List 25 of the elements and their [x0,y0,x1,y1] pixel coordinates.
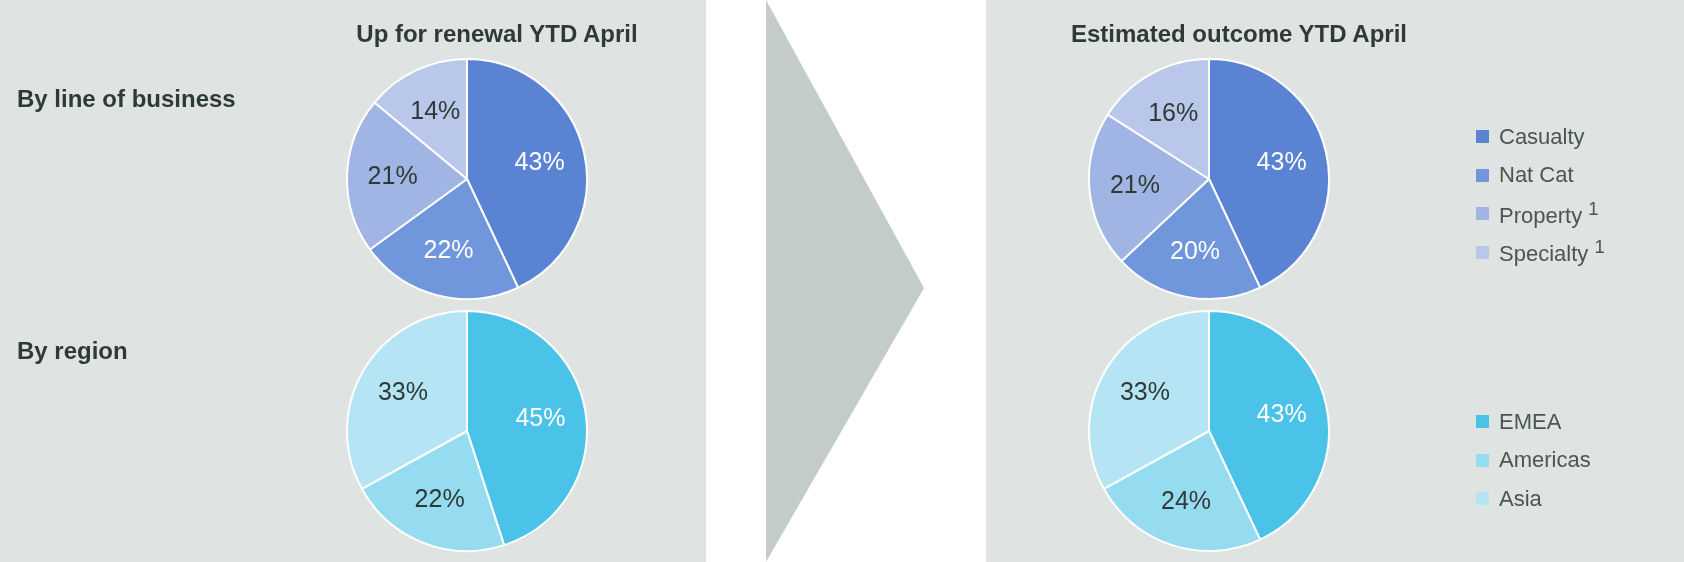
text: By line of business [17,85,236,113]
chart-title: Up for renewal YTD April [355,20,639,48]
data-label: 43% [1256,398,1307,427]
data-label: 43% [1256,146,1307,175]
data-label: 24% [1160,485,1212,514]
legend-label: Americas [1499,447,1591,474]
data-label: 22% [423,234,474,263]
legend-label: EMEA [1499,408,1562,435]
legend-label: Specialty $^{1}$ [1499,236,1605,268]
data-label: 45% [515,403,566,432]
data-label: 14% [410,95,461,124]
data-label: 20% [1170,235,1221,264]
data-label: 21% [367,160,418,189]
data-label: 33% [377,377,428,406]
legend-label: Property $^{1}$ [1499,197,1599,230]
text: By region [17,337,128,365]
legend-label: Casualty [1499,123,1585,150]
data-label: 21% [1109,169,1160,198]
legend-label: Nat Cat [1499,162,1574,188]
legend-label: Asia [1499,485,1542,512]
data-label: 43% [514,146,565,175]
data-label: 22% [414,484,465,513]
chart-title: Estimated outcome YTD April [1069,20,1409,48]
data-label: 16% [1148,97,1199,126]
data-label: 33% [1119,377,1170,406]
